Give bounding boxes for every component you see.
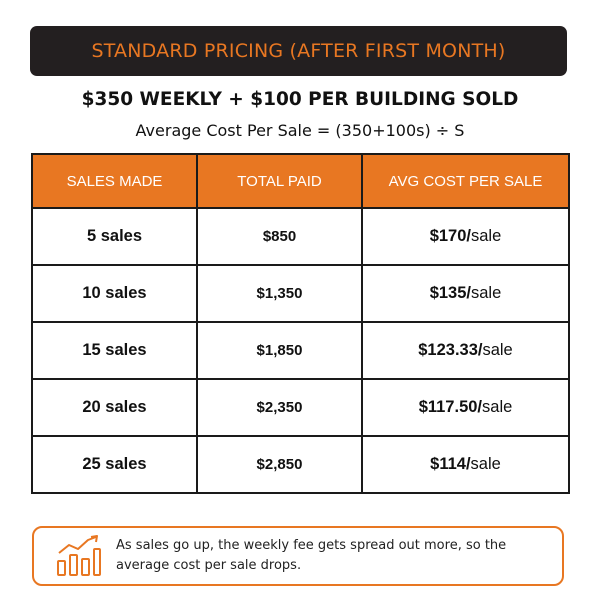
avg-amount: $135/ xyxy=(429,284,471,302)
avg-cell: $114/sale xyxy=(361,435,570,494)
avg-unit: sale xyxy=(482,398,513,416)
note-text: As sales go up, the weekly fee gets spre… xyxy=(116,536,506,576)
total-cell: $2,850 xyxy=(196,435,363,494)
cost-formula: Average Cost Per Sale = (350+100s) ÷ S xyxy=(135,121,465,140)
avg-unit: sale xyxy=(482,341,513,359)
table-row: 25 sales $2,850 $114/sale xyxy=(31,435,570,494)
pricing-table: SALES MADE TOTAL PAID AVG COST PER SALE … xyxy=(31,153,570,494)
table-row: 15 sales $1,850 $123.33/sale xyxy=(31,321,570,380)
pricing-subtitle: $350 WEEKLY + $100 PER BUILDING SOLD xyxy=(81,89,519,110)
avg-unit: sale xyxy=(471,227,502,245)
sales-cell: 20 sales xyxy=(31,378,198,437)
avg-amount: $170/ xyxy=(429,227,471,245)
total-cell: $1,850 xyxy=(196,321,363,380)
table-row: 20 sales $2,350 $117.50/sale xyxy=(31,378,570,437)
page-title: STANDARD PRICING (AFTER FIRST MONTH) xyxy=(91,40,506,62)
avg-cell: $170/sale xyxy=(361,207,570,266)
avg-cell: $117.50/sale xyxy=(361,378,570,437)
avg-cell: $123.33/sale xyxy=(361,321,570,380)
note-callout: As sales go up, the weekly fee gets spre… xyxy=(32,526,564,586)
sales-cell: 25 sales xyxy=(31,435,198,494)
total-cell: $2,350 xyxy=(196,378,363,437)
avg-amount: $114/ xyxy=(430,455,471,473)
note-line-2: average cost per sale drops. xyxy=(116,558,302,573)
table-row: 10 sales $1,350 $135/sale xyxy=(31,264,570,323)
sales-cell: 5 sales xyxy=(31,207,198,266)
avg-cell: $135/sale xyxy=(361,264,570,323)
header-sales-made: SALES MADE xyxy=(31,153,198,209)
total-cell: $850 xyxy=(196,207,363,266)
avg-amount: $123.33/ xyxy=(418,341,483,359)
table-header-row: SALES MADE TOTAL PAID AVG COST PER SALE xyxy=(31,153,570,209)
title-banner: STANDARD PRICING (AFTER FIRST MONTH) xyxy=(30,26,567,76)
sales-cell: 10 sales xyxy=(31,264,198,323)
total-cell: $1,350 xyxy=(196,264,363,323)
avg-unit: sale xyxy=(470,455,501,473)
header-total-paid: TOTAL PAID xyxy=(196,153,363,209)
avg-unit: sale xyxy=(471,284,502,302)
avg-amount: $117.50/ xyxy=(418,398,483,416)
header-avg-cost: AVG COST PER SALE xyxy=(361,153,570,209)
note-line-1: As sales go up, the weekly fee gets spre… xyxy=(116,538,507,553)
growth-chart-icon xyxy=(57,535,101,576)
sales-cell: 15 sales xyxy=(31,321,198,380)
table-row: 5 sales $850 $170/sale xyxy=(31,207,570,266)
